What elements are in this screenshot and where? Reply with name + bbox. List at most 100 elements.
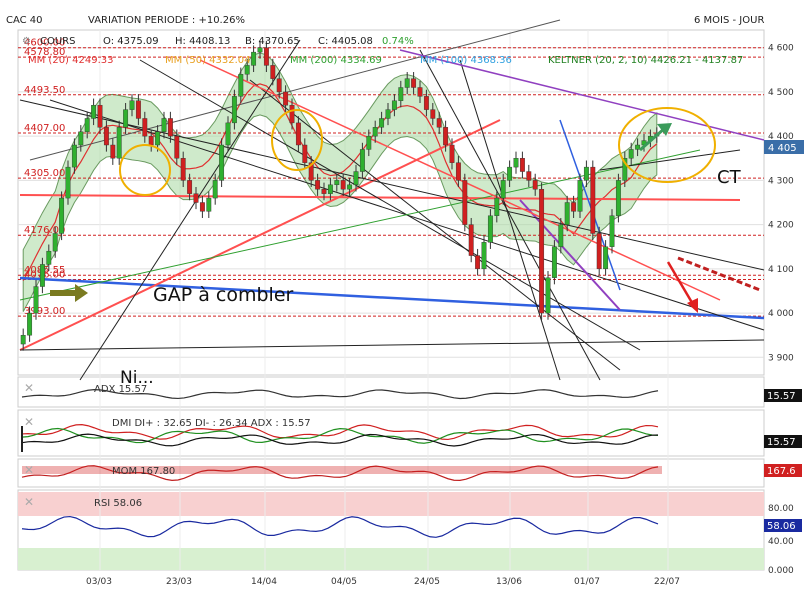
current-price-tag bbox=[764, 140, 804, 154]
candle-body bbox=[161, 118, 167, 132]
candle-body bbox=[33, 286, 39, 314]
trend-line bbox=[559, 119, 621, 291]
trend-line bbox=[79, 39, 301, 381]
candle-body bbox=[628, 149, 634, 159]
candle-body bbox=[123, 109, 129, 128]
dmi-tag-value: 15.57 bbox=[767, 437, 796, 448]
dashed-red-arrow bbox=[677, 256, 761, 292]
candle-body bbox=[212, 180, 218, 199]
current-price-label: 4 405 bbox=[768, 143, 797, 154]
candle-body bbox=[423, 96, 429, 110]
candle-body bbox=[635, 144, 641, 150]
indicator-lines bbox=[21, 389, 662, 538]
candle-body bbox=[276, 78, 282, 93]
candle-body bbox=[65, 166, 71, 199]
candle-body bbox=[110, 144, 116, 159]
legend-keltner: KELTNER (20, 2, 10) 4426.21 - 4137.87 bbox=[548, 55, 743, 66]
indicator-line bbox=[21, 433, 659, 447]
gap-annotation: GAP à combler bbox=[153, 284, 294, 306]
candle-body bbox=[84, 118, 90, 132]
candle-body bbox=[39, 264, 45, 287]
rsi-tag-value: 58.06 bbox=[767, 521, 796, 532]
candle-body bbox=[238, 74, 244, 97]
candle-body bbox=[462, 180, 468, 225]
candle-body bbox=[59, 197, 65, 234]
indicator-line bbox=[21, 427, 659, 444]
x-tick-label: 24/05 bbox=[414, 577, 440, 587]
indicator-line bbox=[21, 424, 659, 441]
candle-body bbox=[539, 189, 545, 314]
circle-annotation-2 bbox=[271, 109, 323, 171]
candle-body bbox=[327, 184, 333, 194]
low-value: B: 4370.65 bbox=[245, 36, 300, 47]
circle-annotation-1 bbox=[119, 144, 171, 196]
candle-body bbox=[507, 166, 513, 181]
close-icon[interactable]: ⚙ bbox=[22, 36, 31, 47]
candle-body bbox=[263, 47, 269, 66]
candle-body bbox=[289, 104, 295, 124]
mom-label: MOM 167.80 bbox=[112, 466, 175, 477]
candle-body bbox=[564, 202, 570, 225]
indicator-line bbox=[21, 389, 659, 400]
dmi-tag bbox=[764, 435, 802, 448]
level-label: 4493.50 bbox=[24, 85, 65, 96]
rsi-tick-40: 40.00 bbox=[768, 537, 794, 547]
candle-body bbox=[475, 255, 481, 270]
up-arrow-line bbox=[639, 126, 666, 152]
mom-header: ✕ MOM 167.80 bbox=[24, 463, 175, 477]
legend-mm50: MM (50) 4332.04 bbox=[165, 55, 251, 66]
dmi-close-icon[interactable]: ✕ bbox=[24, 415, 34, 429]
legend-mm200: MM (200) 4334.69 bbox=[290, 55, 382, 66]
trend-line bbox=[139, 59, 641, 351]
x-tick-label: 22/07 bbox=[654, 577, 680, 587]
y-tick-label: 4 000 bbox=[768, 309, 794, 319]
period-label[interactable]: 6 MOIS - JOUR bbox=[694, 15, 764, 26]
adx-close-icon[interactable]: ✕ bbox=[24, 381, 34, 395]
candle-body bbox=[167, 118, 173, 137]
adx-tag bbox=[764, 389, 802, 402]
candle-body bbox=[231, 96, 237, 124]
candle-body bbox=[500, 180, 506, 199]
candle-body bbox=[155, 131, 161, 146]
candle-body bbox=[417, 87, 423, 97]
adx-panel bbox=[17, 376, 765, 408]
candles bbox=[20, 41, 660, 351]
trend-line bbox=[249, 79, 621, 371]
candle-body bbox=[391, 100, 397, 110]
candle-body bbox=[558, 224, 564, 247]
candle-body bbox=[615, 180, 621, 216]
rsi-close-icon[interactable]: ✕ bbox=[24, 495, 34, 509]
candle-body bbox=[251, 51, 257, 66]
rsi-header: ✕ RSI 58.06 bbox=[24, 495, 142, 509]
trend-line bbox=[419, 49, 601, 381]
candle-body bbox=[46, 250, 52, 265]
candle-body bbox=[404, 78, 410, 88]
instrument-name: CAC 40 bbox=[6, 15, 43, 26]
candle-body bbox=[526, 171, 532, 181]
candle-body bbox=[270, 65, 276, 79]
x-axis: 03/03 23/03 14/04 04/05 24/05 13/06 01/07 22/07 bbox=[86, 577, 680, 587]
y-axis: 3 900 4 000 4 100 4 200 4 300 4 400 4 500 4 600 bbox=[768, 44, 794, 364]
candle-body bbox=[334, 180, 340, 186]
indicator-line bbox=[21, 515, 659, 538]
candle-body bbox=[596, 233, 602, 270]
candle-body bbox=[545, 277, 551, 314]
candle-body bbox=[481, 242, 487, 270]
candle-body bbox=[359, 149, 365, 172]
x-tick-label: 01/07 bbox=[574, 577, 600, 587]
mom-close-icon[interactable]: ✕ bbox=[24, 463, 34, 477]
candle-body bbox=[257, 47, 263, 53]
candle-body bbox=[379, 118, 385, 128]
x-tick-label: 13/06 bbox=[496, 577, 522, 587]
candle-body bbox=[372, 127, 378, 137]
candle-body bbox=[577, 180, 583, 212]
candle-body bbox=[340, 180, 346, 190]
rsi-tick-80: 80.00 bbox=[768, 504, 794, 514]
candle-body bbox=[622, 158, 628, 181]
open-value: O: 4375.09 bbox=[103, 36, 159, 47]
candle-body bbox=[513, 158, 519, 168]
candle-body bbox=[551, 246, 557, 278]
x-tick-label: 23/03 bbox=[166, 577, 192, 587]
trend-line bbox=[19, 339, 765, 351]
